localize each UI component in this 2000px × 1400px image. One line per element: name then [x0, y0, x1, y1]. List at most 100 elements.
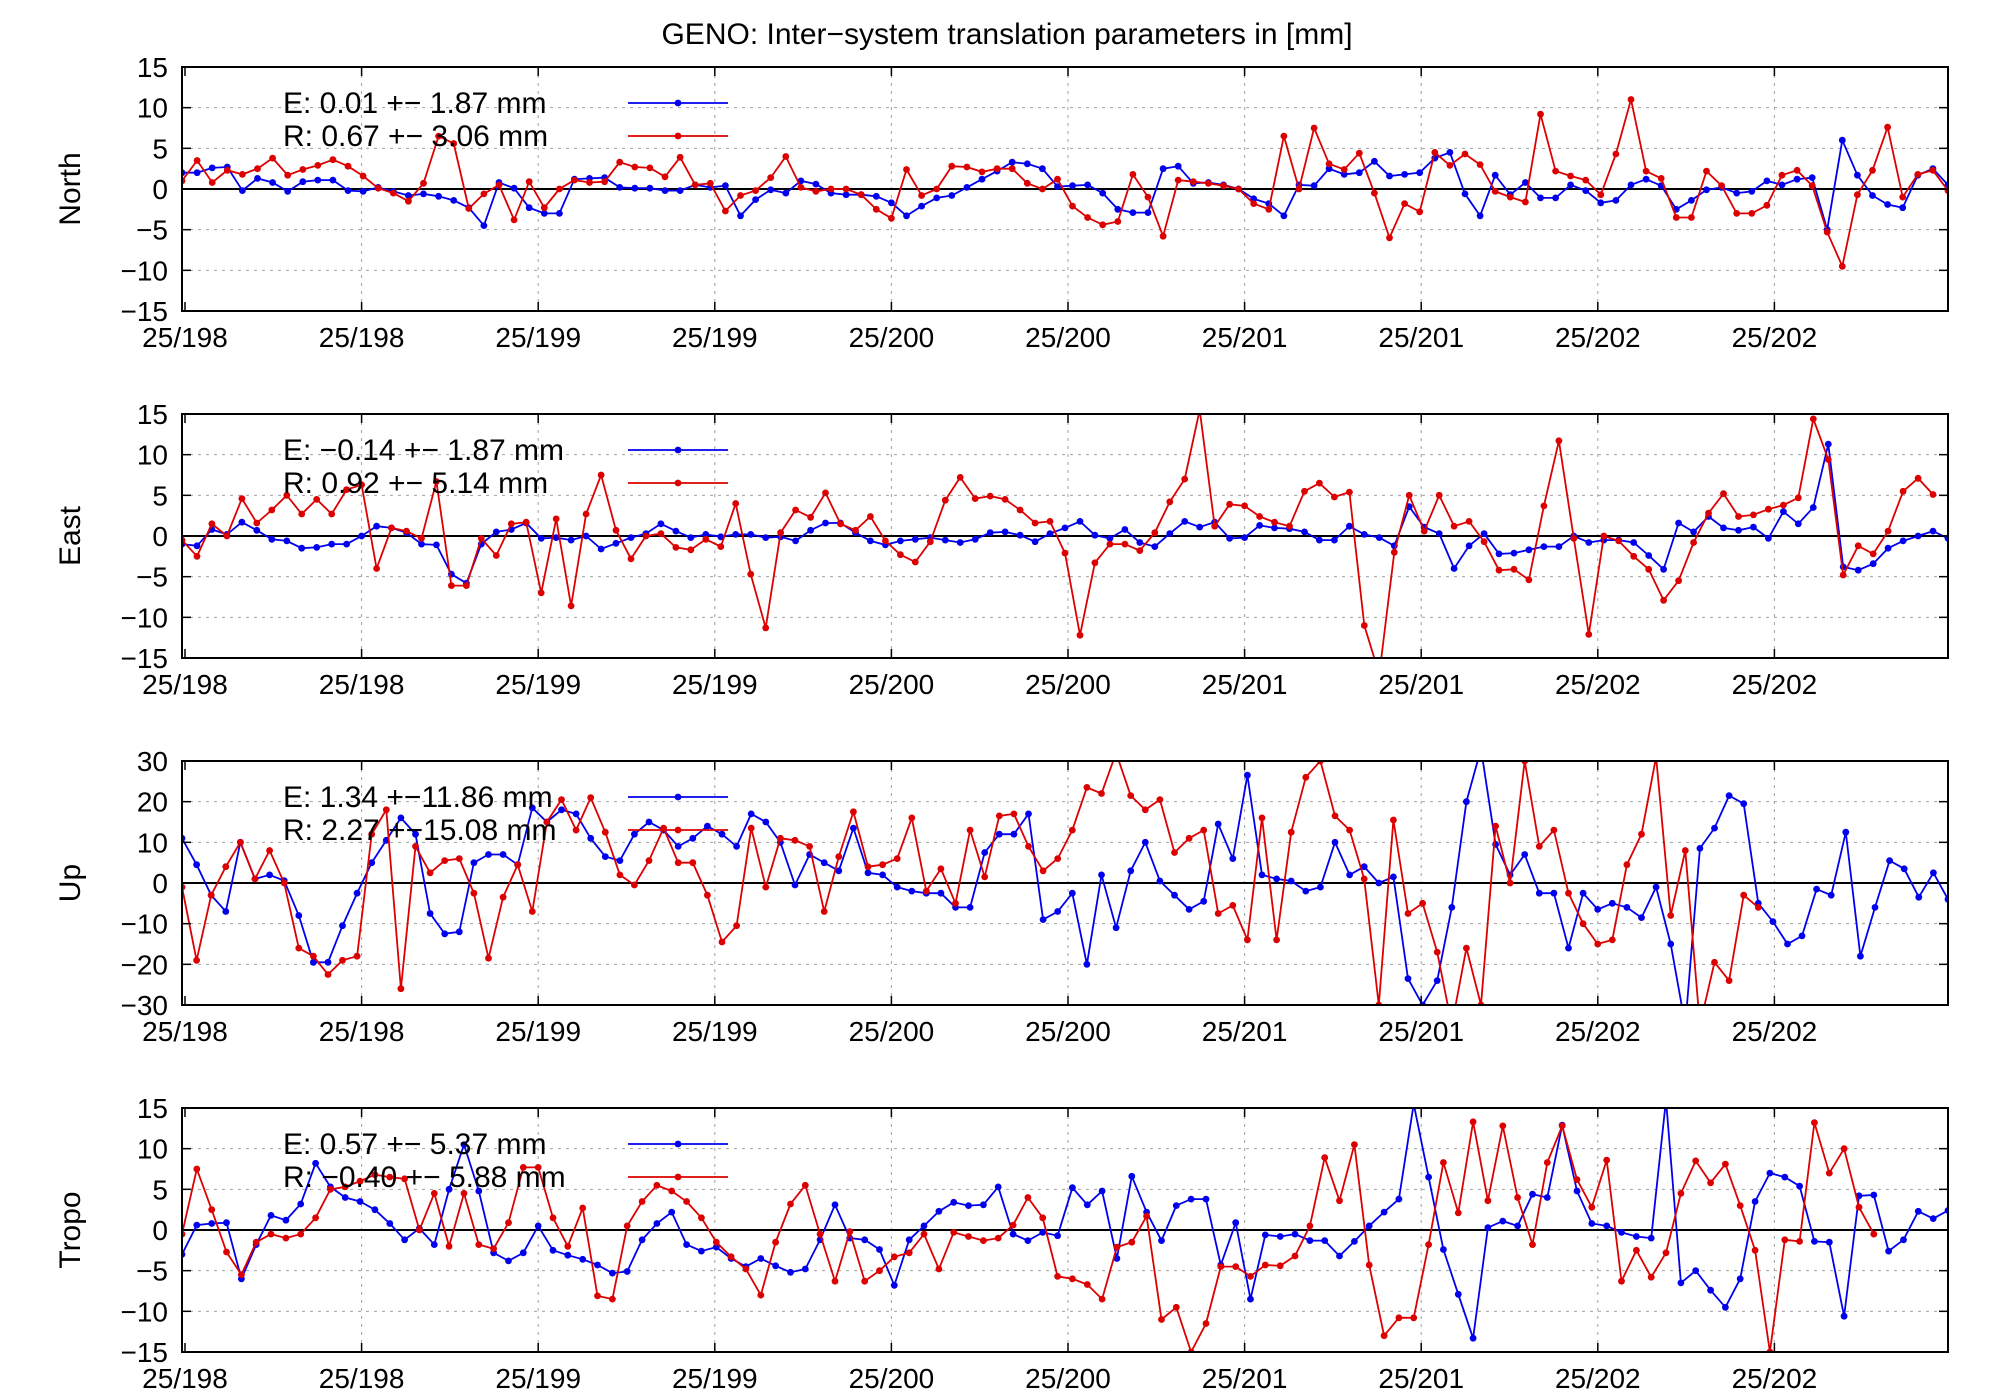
data-point-R [495, 181, 503, 189]
data-point-E [525, 204, 533, 212]
data-point-R [1220, 182, 1227, 190]
data-point-E [208, 1220, 216, 1227]
data-point-R [485, 954, 492, 962]
x-tick-label: 25/199 [495, 669, 581, 700]
data-point-R [571, 176, 578, 184]
data-point-E [1781, 1173, 1789, 1181]
y-tick-label: −5 [136, 1256, 168, 1287]
data-point-R [1054, 175, 1061, 183]
data-point-E [238, 518, 246, 526]
data-point-R [835, 853, 843, 860]
data-point-E [1884, 544, 1892, 552]
data-point-R [1778, 171, 1786, 179]
data-point-E [1371, 157, 1378, 165]
data-point-R [797, 184, 805, 191]
data-point-R [890, 1253, 898, 1261]
data-point-R [1543, 1159, 1551, 1166]
data-point-R [597, 471, 605, 479]
data-point-R [792, 506, 799, 514]
data-point-R [1854, 542, 1862, 550]
data-point-R [1854, 191, 1861, 199]
data-point-E [1375, 879, 1383, 887]
data-point-E [879, 871, 886, 879]
data-point-E [587, 834, 595, 842]
data-point-R [963, 163, 971, 171]
data-point-E [1258, 871, 1266, 879]
data-point-R [1410, 1314, 1418, 1322]
data-point-R [1127, 792, 1135, 799]
data-point-E [480, 222, 488, 230]
data-point-R [1039, 185, 1046, 193]
data-point-E [353, 889, 361, 897]
data-point-E [1711, 824, 1718, 832]
data-point-R [965, 1233, 972, 1240]
data-point-R [1657, 175, 1665, 182]
data-point-R [1205, 179, 1212, 187]
data-point-R [941, 496, 949, 504]
data-point-E [689, 834, 697, 842]
data-point-R [1069, 1275, 1076, 1283]
data-point-R [412, 843, 419, 850]
data-point-E [1024, 1237, 1032, 1244]
data-point-R [426, 869, 434, 877]
data-point-E [1448, 904, 1456, 911]
data-point-E [653, 1220, 661, 1227]
data-point-E [1009, 1230, 1017, 1238]
data-point-R [252, 1238, 260, 1246]
data-point-R [1302, 773, 1310, 781]
data-point-R [1672, 214, 1680, 221]
data-point-E [343, 540, 350, 548]
data-point-E [850, 824, 857, 832]
data-point-R [893, 855, 901, 862]
data-point-E [1346, 522, 1353, 530]
data-point-E [1675, 519, 1682, 527]
data-point-R [1371, 189, 1378, 197]
data-point-E [420, 190, 427, 198]
data-point-R [1552, 167, 1559, 175]
data-point-R [564, 1242, 572, 1250]
data-point-R [908, 814, 916, 822]
data-point-R [1763, 201, 1771, 209]
data-point-R [1031, 519, 1039, 527]
data-point-R [1692, 1157, 1700, 1165]
data-point-R [344, 162, 352, 170]
data-point-R [1390, 816, 1397, 824]
data-point-R [657, 530, 665, 537]
data-point-R [816, 1230, 824, 1238]
data-point-R [1351, 1141, 1358, 1148]
data-point-R [1321, 1154, 1329, 1161]
series-line-E [182, 1108, 1948, 1339]
data-point-R [1662, 1249, 1670, 1257]
data-point-E [876, 1246, 883, 1253]
data-point-R [435, 132, 442, 140]
data-point-R [418, 535, 425, 542]
data-point-E [1914, 1207, 1922, 1215]
data-point-R [1141, 806, 1149, 814]
data-point-E [737, 212, 744, 220]
data-point-E [567, 536, 575, 544]
data-point-R [1425, 1241, 1432, 1248]
data-point-E [1870, 1191, 1878, 1199]
data-point-R [1091, 559, 1099, 567]
data-point-R [238, 1271, 245, 1279]
data-point-R [1781, 1236, 1789, 1244]
data-point-E [1869, 192, 1876, 199]
data-point-R [1929, 491, 1937, 498]
data-point-R [1463, 944, 1470, 952]
data-point-R [339, 956, 346, 964]
data-point-E [297, 1200, 305, 1208]
data-point-R [558, 796, 565, 803]
data-point-R [266, 847, 273, 854]
data-point-E [556, 210, 563, 217]
y-tick-label: 0 [152, 868, 168, 899]
data-point-R [1232, 1263, 1240, 1270]
data-point-E [441, 930, 449, 938]
data-point-R [312, 1214, 319, 1222]
x-tick-label: 25/200 [849, 1363, 935, 1394]
data-point-R [374, 184, 382, 192]
data-point-R [368, 830, 376, 838]
data-point-E [460, 1141, 468, 1148]
data-point-R [1615, 537, 1623, 545]
data-point-R [777, 529, 784, 537]
data-point-R [1241, 502, 1248, 510]
